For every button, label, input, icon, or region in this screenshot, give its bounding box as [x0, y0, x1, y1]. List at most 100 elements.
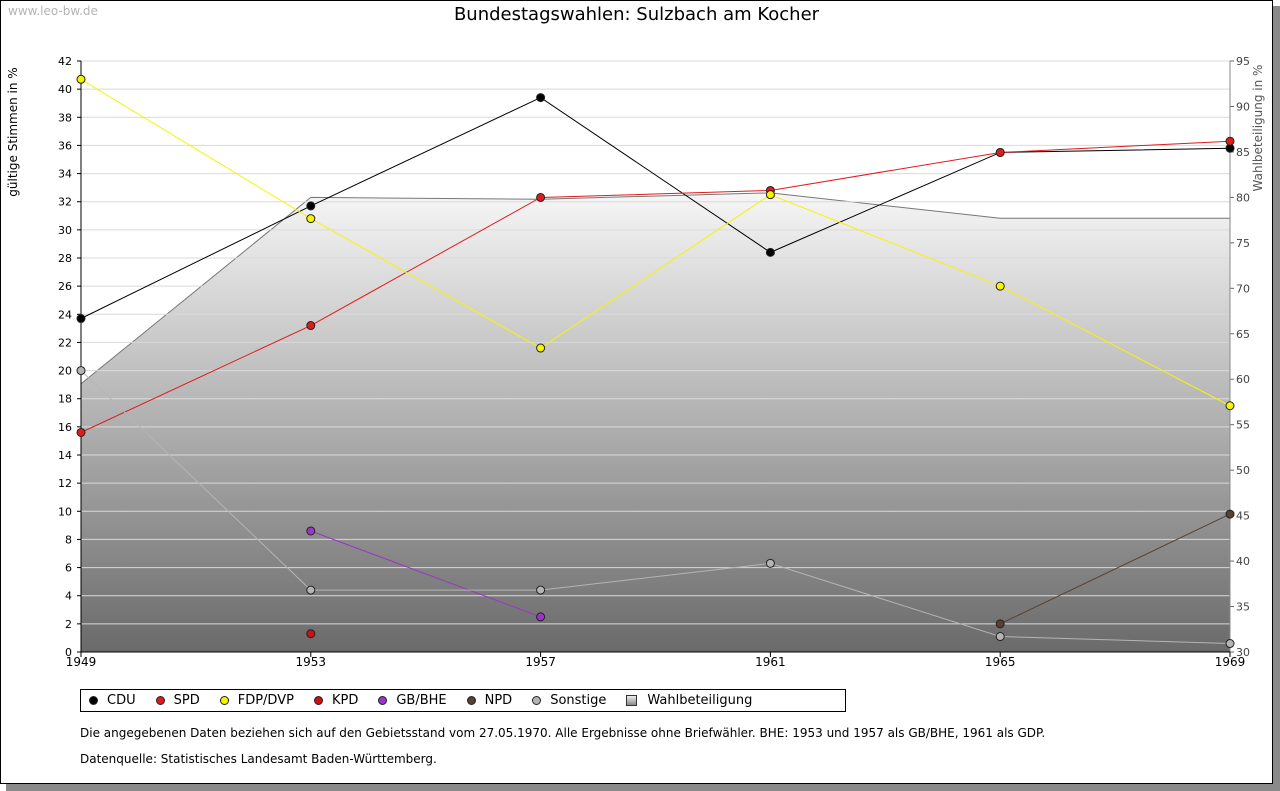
- y-tick-label: 38: [58, 111, 72, 124]
- x-tick-label: 1957: [525, 655, 556, 669]
- y2-tick-label: 75: [1236, 237, 1250, 250]
- legend-item-spd[interactable]: SPD: [155, 693, 200, 708]
- legend-label: GB/BHE: [396, 693, 447, 708]
- data-point-npd: [1225, 509, 1235, 519]
- turnout-line: [80, 192, 1230, 385]
- y2-tick-label: 90: [1236, 100, 1250, 113]
- frame-shadow-bottom: [6, 784, 1280, 791]
- y-tick-label: 30: [58, 224, 72, 237]
- y-tick-label: 12: [58, 477, 72, 490]
- y-tick-label: 8: [65, 533, 72, 546]
- y-tick-label: 40: [58, 83, 72, 96]
- data-point-spd: [76, 427, 86, 437]
- data-point-fdp-dvp: [1225, 401, 1235, 411]
- legend-marker-icon: [155, 696, 165, 705]
- data-point-sonstige: [995, 632, 1005, 642]
- data-point-spd: [536, 192, 546, 202]
- data-point-sonstige: [536, 585, 546, 595]
- y-tick-label: 14: [58, 449, 72, 462]
- data-point-spd: [1225, 136, 1235, 146]
- frame-shadow-right: [1273, 6, 1280, 791]
- series-line-npd: [999, 513, 1231, 625]
- y-tick-label: 10: [58, 505, 72, 518]
- x-tick-label: 1965: [985, 655, 1016, 669]
- chart-title: Bundestagswahlen: Sulzbach am Kocher: [453, 4, 820, 25]
- y-tick-label: 4: [65, 590, 72, 603]
- turnout-area: [81, 192, 1230, 653]
- series-line-fdp-dvp: [80, 78, 1231, 407]
- y-tick-label: 32: [58, 196, 72, 209]
- data-point-gb-bhe: [536, 612, 546, 622]
- legend-item-cdu[interactable]: CDU: [89, 693, 136, 708]
- y-tick-label: 18: [58, 393, 72, 406]
- data-point-sonstige: [306, 585, 316, 595]
- y2-tick-label: 70: [1236, 282, 1250, 295]
- y-tick-label: 28: [58, 252, 72, 265]
- legend-label: FDP/DVP: [237, 693, 294, 708]
- y-tick-label: 0: [65, 646, 72, 659]
- legend-marker-icon: [219, 696, 229, 705]
- legend-item-gb-bhe[interactable]: GB/BHE: [378, 693, 447, 708]
- y2-tick-label: 45: [1236, 510, 1250, 523]
- legend-area-icon: [626, 695, 638, 706]
- x-tick-label: 1969: [1215, 655, 1246, 669]
- data-point-npd: [995, 619, 1005, 629]
- data-point-gb-bhe: [306, 526, 316, 536]
- legend-label: NPD: [484, 693, 513, 708]
- y2-tick-label: 95: [1236, 55, 1250, 68]
- legend-item-kpd[interactable]: KPD: [313, 693, 359, 708]
- data-point-sonstige: [76, 366, 86, 376]
- y2-tick-label: 40: [1236, 555, 1250, 568]
- legend-item-sonstige[interactable]: Sonstige: [532, 693, 606, 708]
- x-tick-label: 1953: [296, 655, 327, 669]
- y2-tick-label: 50: [1236, 464, 1250, 477]
- data-point-fdp-dvp: [995, 281, 1005, 291]
- series-line-cdu: [80, 97, 1231, 319]
- y-tick-label: 26: [58, 280, 72, 293]
- data-point-fdp-dvp: [536, 343, 546, 353]
- y2-tick-label: 85: [1236, 146, 1250, 159]
- data-point-cdu: [536, 93, 546, 103]
- y2-tick-label: 35: [1236, 601, 1250, 614]
- y-tick-label: 16: [58, 421, 72, 434]
- legend-item-wahlbeteiligung[interactable]: Wahlbeteiligung: [626, 693, 752, 708]
- series-line-spd: [80, 140, 1231, 433]
- data-point-sonstige: [1225, 639, 1235, 649]
- data-point-kpd: [306, 629, 316, 639]
- legend-label: Wahlbeteiligung: [647, 693, 753, 708]
- legend-marker-icon: [378, 696, 388, 705]
- legend-label: Sonstige: [550, 693, 607, 708]
- legend-label: KPD: [331, 693, 359, 708]
- y-tick-label: 24: [58, 308, 72, 321]
- y-tick-label: 6: [65, 562, 72, 575]
- data-point-fdp-dvp: [76, 74, 86, 84]
- y-tick-label: 42: [58, 55, 72, 68]
- data-point-fdp-dvp: [765, 190, 775, 200]
- series-line-sonstige: [80, 370, 1231, 645]
- y-tick-label: 22: [58, 336, 72, 349]
- note-data-scope: Die angegebenen Daten beziehen sich auf …: [80, 726, 1046, 740]
- legend-marker-icon: [313, 696, 323, 705]
- data-point-cdu: [765, 247, 775, 257]
- data-point-spd: [306, 321, 316, 331]
- y2-tick-label: 60: [1236, 373, 1250, 386]
- y2-tick-label: 80: [1236, 191, 1250, 204]
- data-point-sonstige: [765, 558, 775, 568]
- series-line-gb-bhe: [310, 530, 541, 618]
- data-point-fdp-dvp: [306, 214, 316, 224]
- y2-tick-label: 30: [1236, 646, 1250, 659]
- legend-marker-icon: [532, 696, 542, 705]
- legend-marker-icon: [466, 696, 476, 705]
- y2-tick-label: 55: [1236, 419, 1250, 432]
- legend: CDU SPD FDP/DVP KPD GB/BHE NPD Sonstige …: [80, 689, 846, 712]
- legend-label: CDU: [107, 693, 136, 708]
- y-tick-label: 36: [58, 139, 72, 152]
- data-point-spd: [995, 147, 1005, 157]
- legend-item-fdp-dvp[interactable]: FDP/DVP: [219, 693, 294, 708]
- legend-item-npd[interactable]: NPD: [466, 693, 513, 708]
- y-tick-label: 34: [58, 168, 72, 181]
- legend-marker-icon: [89, 696, 98, 705]
- watermark: www.leo-bw.de: [8, 4, 98, 18]
- data-point-cdu: [306, 201, 316, 211]
- y2-axis-label: Wahlbeteiligung in %: [1251, 65, 1265, 192]
